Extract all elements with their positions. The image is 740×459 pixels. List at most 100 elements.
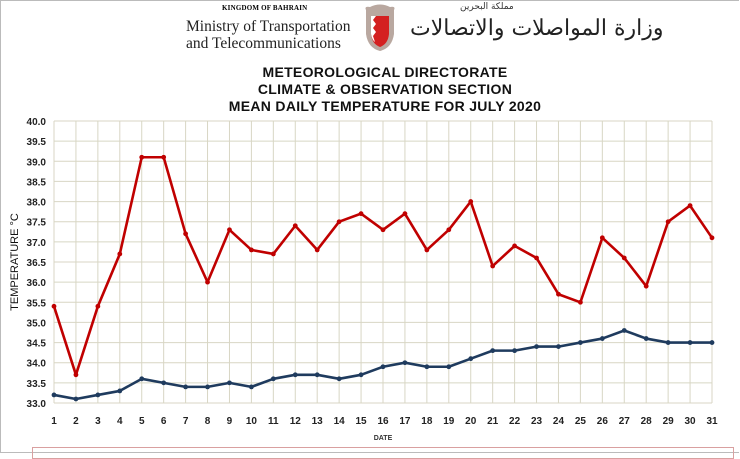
x-tick-label: 1 [51, 416, 57, 427]
chart-title-line-2: CLIMATE & OBSERVATION SECTION [257, 81, 513, 97]
arabic-kingdom: مملكة البحرين [460, 2, 514, 12]
data-point [358, 372, 364, 378]
data-point [51, 392, 57, 398]
data-point [249, 247, 254, 253]
x-tick-label: 28 [641, 416, 653, 427]
x-tick-label: 19 [443, 416, 455, 427]
x-tick-label: 21 [487, 416, 499, 427]
data-point [183, 384, 189, 390]
data-point [95, 303, 101, 309]
data-point [490, 348, 496, 354]
x-tick-label: 30 [685, 416, 697, 427]
data-point [73, 396, 79, 402]
data-point [51, 303, 57, 309]
data-point [446, 364, 452, 370]
y-axis-label: TEMPERATURE °C [9, 213, 21, 311]
y-tick-label: 36.5 [27, 258, 47, 269]
data-point [205, 384, 210, 390]
x-tick-label: 13 [312, 416, 324, 427]
y-tick-label: 40.0 [27, 117, 47, 128]
x-tick-label: 17 [399, 416, 411, 427]
footer-box [32, 447, 734, 459]
data-point [490, 263, 496, 269]
data-point [95, 392, 101, 398]
data-point [599, 336, 605, 341]
y-tick-label: 34.5 [27, 339, 47, 350]
x-tick-label: 10 [246, 416, 258, 427]
data-point [621, 328, 627, 333]
data-point [117, 251, 123, 257]
data-point [556, 291, 561, 297]
x-tick-label: 8 [205, 416, 211, 427]
data-point [292, 372, 298, 378]
data-point [512, 243, 517, 249]
x-tick-label: 12 [290, 416, 302, 427]
x-tick-label: 22 [509, 416, 521, 427]
data-point [643, 283, 649, 289]
y-tick-label: 38.5 [27, 177, 47, 188]
x-tick-label: 31 [706, 416, 718, 427]
kingdom-label: KINGDOM OF BAHRAIN [222, 4, 308, 12]
data-point [139, 376, 145, 382]
data-point [534, 255, 539, 261]
y-tick-label: 37.5 [27, 218, 47, 229]
data-point [358, 211, 364, 217]
y-tick-label: 37.0 [27, 238, 47, 249]
x-tick-label: 5 [139, 416, 145, 427]
data-point [183, 231, 189, 237]
x-tick-label: 26 [597, 416, 609, 427]
data-point [424, 364, 430, 370]
data-point [292, 223, 298, 229]
data-point [709, 340, 715, 345]
x-tick-label: 29 [663, 416, 675, 427]
x-tick-label: 18 [421, 416, 433, 427]
data-point [643, 336, 649, 341]
data-point [621, 255, 627, 261]
data-point [424, 247, 430, 253]
data-point [117, 388, 123, 394]
y-tick-label: 39.5 [27, 137, 47, 148]
y-tick-label: 33.0 [27, 399, 47, 410]
data-point [578, 340, 583, 345]
data-point [161, 154, 167, 160]
data-point [249, 384, 254, 390]
x-tick-label: 6 [161, 416, 167, 427]
y-tick-label: 36.0 [27, 278, 47, 289]
data-point [270, 376, 276, 382]
data-point [380, 364, 386, 370]
x-tick-label: 25 [575, 416, 587, 427]
bahrain-crest-logo [365, 4, 395, 51]
x-tick-label: 23 [531, 416, 543, 427]
data-point [599, 235, 605, 241]
y-tick-label: 35.0 [27, 318, 47, 329]
x-tick-label: 24 [553, 416, 565, 427]
data-point [402, 360, 408, 366]
data-point [687, 203, 693, 209]
ministry-name: Ministry of Transportation and Telecommu… [186, 18, 350, 52]
y-tick-label: 35.5 [27, 298, 47, 309]
data-point [534, 344, 539, 349]
data-point [446, 227, 452, 233]
data-point [227, 227, 232, 233]
chart-title-line-3: MEAN DAILY TEMPERATURE FOR JULY 2020 [228, 98, 542, 114]
x-tick-label: 27 [619, 416, 631, 427]
x-tick-label: 4 [117, 416, 123, 427]
data-point [227, 380, 232, 386]
data-point [578, 299, 583, 305]
x-axis-label: DATE [374, 435, 393, 442]
y-tick-label: 33.5 [27, 379, 47, 390]
chart-title-line-1: METEOROLOGICAL DIRECTORATE [262, 64, 508, 80]
ministry-line-1: Ministry of Transportation [186, 18, 351, 35]
data-point [468, 199, 474, 204]
x-tick-label: 15 [356, 416, 368, 427]
x-tick-label: 2 [73, 416, 79, 427]
data-point [314, 247, 320, 253]
data-point [468, 356, 474, 362]
y-tick-label: 34.0 [27, 359, 47, 370]
x-tick-label: 20 [465, 416, 477, 427]
data-point [665, 340, 671, 345]
data-point [556, 344, 561, 349]
data-point [665, 219, 671, 225]
data-point [512, 348, 517, 354]
y-tick-label: 38.0 [27, 198, 47, 209]
